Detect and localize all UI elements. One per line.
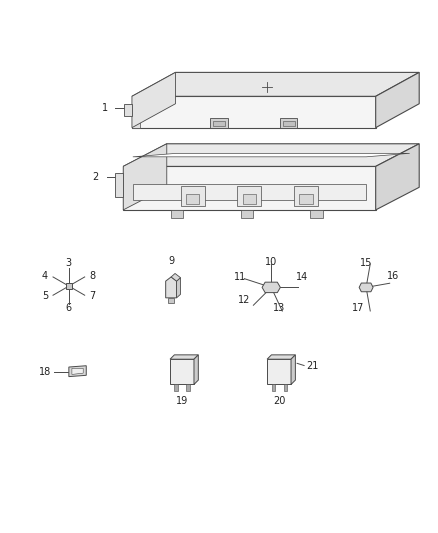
Text: 4: 4 xyxy=(42,271,48,281)
Polygon shape xyxy=(171,273,180,281)
Polygon shape xyxy=(294,185,318,206)
Text: 1: 1 xyxy=(102,103,108,112)
Text: 9: 9 xyxy=(168,256,174,266)
Polygon shape xyxy=(170,359,194,384)
Polygon shape xyxy=(291,355,295,384)
Text: 8: 8 xyxy=(90,271,96,281)
Polygon shape xyxy=(124,104,132,116)
Polygon shape xyxy=(241,210,253,218)
Polygon shape xyxy=(132,96,140,128)
Polygon shape xyxy=(187,384,190,391)
Polygon shape xyxy=(174,384,177,391)
Polygon shape xyxy=(186,195,199,204)
Polygon shape xyxy=(300,195,313,204)
Polygon shape xyxy=(280,118,297,128)
Polygon shape xyxy=(72,368,83,375)
Polygon shape xyxy=(69,366,86,377)
Polygon shape xyxy=(123,144,167,210)
Polygon shape xyxy=(267,359,291,384)
Polygon shape xyxy=(132,96,376,128)
Polygon shape xyxy=(237,185,261,206)
Text: 16: 16 xyxy=(387,271,399,281)
Polygon shape xyxy=(168,298,174,303)
Text: 11: 11 xyxy=(234,272,246,282)
Text: 18: 18 xyxy=(39,367,51,377)
Text: 14: 14 xyxy=(297,272,309,282)
Polygon shape xyxy=(132,72,176,128)
Text: 6: 6 xyxy=(66,303,72,313)
Text: 3: 3 xyxy=(66,258,72,268)
Text: 10: 10 xyxy=(265,257,277,267)
Text: 7: 7 xyxy=(90,291,96,301)
Text: 5: 5 xyxy=(42,291,48,301)
Text: 21: 21 xyxy=(306,360,318,370)
Polygon shape xyxy=(194,355,198,384)
Polygon shape xyxy=(267,355,295,359)
Text: 19: 19 xyxy=(176,396,188,406)
Polygon shape xyxy=(210,118,228,128)
Polygon shape xyxy=(177,278,180,298)
Polygon shape xyxy=(123,166,376,210)
Polygon shape xyxy=(171,210,184,218)
Polygon shape xyxy=(213,120,225,126)
Polygon shape xyxy=(376,72,419,128)
Polygon shape xyxy=(376,144,419,210)
Polygon shape xyxy=(133,184,366,200)
Text: 17: 17 xyxy=(352,303,364,313)
Polygon shape xyxy=(166,277,177,298)
Polygon shape xyxy=(283,384,286,391)
Text: 13: 13 xyxy=(273,303,285,313)
Bar xyxy=(66,283,72,289)
Polygon shape xyxy=(311,210,322,218)
Polygon shape xyxy=(132,72,419,96)
Polygon shape xyxy=(283,120,295,126)
Polygon shape xyxy=(272,384,275,391)
Text: 20: 20 xyxy=(273,396,285,406)
Text: 12: 12 xyxy=(238,295,250,304)
Polygon shape xyxy=(181,185,205,206)
Polygon shape xyxy=(170,355,198,359)
Text: 2: 2 xyxy=(92,172,98,182)
Text: 15: 15 xyxy=(360,258,372,268)
Polygon shape xyxy=(123,144,419,166)
Polygon shape xyxy=(262,282,280,293)
Polygon shape xyxy=(115,173,123,197)
Polygon shape xyxy=(133,154,410,157)
Polygon shape xyxy=(243,195,256,204)
Polygon shape xyxy=(359,283,373,292)
